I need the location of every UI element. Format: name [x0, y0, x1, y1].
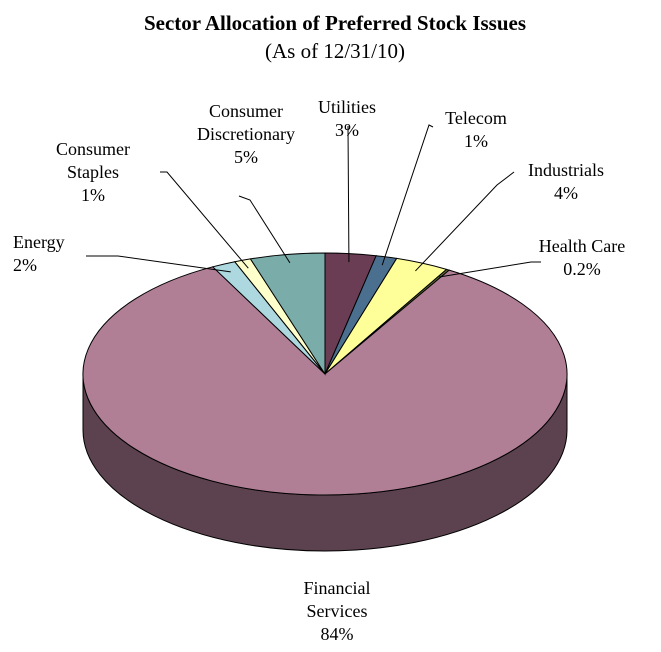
slice-label-7: Consumer Discretionary 5%	[197, 101, 295, 167]
slice-name-label: Consumer	[209, 101, 283, 121]
leader-line-6	[160, 171, 249, 269]
slice-label-1: Telecom 1%	[445, 108, 507, 151]
slice-label-0: Utilities 3%	[318, 97, 376, 140]
slice-label-6: Consumer Staples 1%	[56, 139, 130, 205]
leader-line-1	[381, 124, 434, 266]
slice-label-4: Financial Services 84%	[304, 578, 371, 644]
slice-value-label: 1%	[81, 185, 105, 205]
slice-value-label: 2%	[13, 255, 37, 275]
slice-name-label: Telecom	[445, 108, 507, 128]
leader-line-0	[347, 125, 350, 263]
leader-line-7	[238, 195, 291, 264]
leader-line-3	[439, 261, 541, 278]
slice-name-label: Consumer	[56, 139, 130, 159]
slice-label-2: Industrials 4%	[528, 160, 604, 203]
slice-value-label: 84%	[321, 624, 354, 644]
leader-line-2	[415, 171, 515, 272]
slice-name-label: Utilities	[318, 97, 376, 117]
slice-name-label: Energy	[13, 232, 65, 252]
slice-name-label: Financial	[304, 578, 371, 598]
chart-subtitle: (As of 12/31/10)	[265, 39, 405, 63]
chart-title: Sector Allocation of Preferred Stock Iss…	[144, 11, 526, 35]
slice-labels: Utilities 3% Telecom 1% Industrials 4% Health …	[13, 97, 625, 644]
slice-value-label: 1%	[464, 131, 488, 151]
slice-name-label: Health Care	[539, 236, 625, 256]
slice-name-label: Staples	[67, 162, 119, 182]
slice-value-label: 3%	[335, 120, 359, 140]
pie-slice-4	[82, 266, 568, 496]
leader-lines	[86, 124, 541, 278]
slice-name-label: Industrials	[528, 160, 604, 180]
leader-line-5	[86, 255, 231, 273]
slice-name-label: Discretionary	[197, 124, 295, 144]
pie-slice-7	[249, 252, 326, 376]
slice-label-5: Energy 2%	[13, 232, 65, 275]
slice-value-label: 0.2%	[563, 259, 601, 279]
slice-label-3: Health Care 0.2%	[539, 236, 625, 279]
pie-tops	[82, 252, 568, 496]
slice-value-label: 5%	[234, 147, 258, 167]
slice-value-label: 4%	[554, 183, 578, 203]
slice-name-label: Services	[307, 601, 368, 621]
